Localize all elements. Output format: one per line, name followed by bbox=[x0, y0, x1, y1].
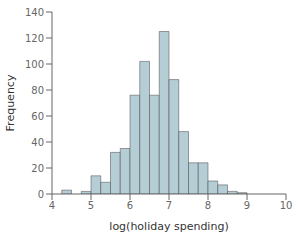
svg-text:60: 60 bbox=[31, 111, 44, 122]
svg-text:20: 20 bbox=[31, 163, 44, 174]
svg-text:Frequency: Frequency bbox=[8, 74, 17, 131]
svg-text:5: 5 bbox=[88, 200, 94, 211]
svg-text:100: 100 bbox=[25, 59, 44, 70]
svg-text:40: 40 bbox=[31, 137, 44, 148]
svg-text:log(holiday spending): log(holiday spending) bbox=[109, 220, 228, 233]
svg-text:140: 140 bbox=[25, 7, 44, 18]
svg-text:0: 0 bbox=[38, 189, 44, 200]
svg-text:8: 8 bbox=[205, 200, 211, 211]
svg-text:6: 6 bbox=[127, 200, 133, 211]
svg-text:7: 7 bbox=[166, 200, 172, 211]
svg-text:10: 10 bbox=[280, 200, 292, 211]
svg-text:9: 9 bbox=[244, 200, 250, 211]
svg-text:4: 4 bbox=[49, 200, 55, 211]
svg-text:120: 120 bbox=[25, 33, 44, 44]
svg-text:80: 80 bbox=[31, 85, 44, 96]
